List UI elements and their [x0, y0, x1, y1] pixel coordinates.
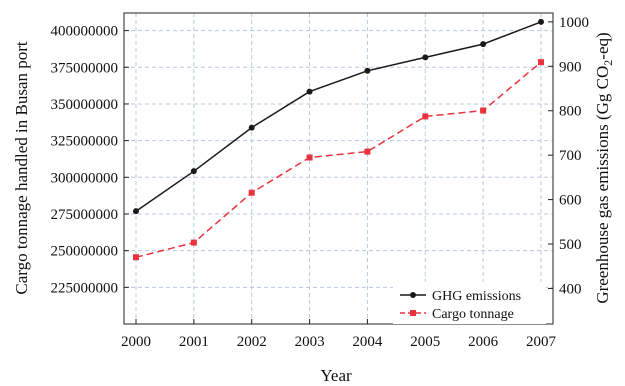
y-left-tick-label: 225000000 — [51, 280, 119, 296]
x-axis-title: Year — [320, 366, 352, 385]
data-point-cargo-tonnage — [306, 154, 313, 161]
data-point-ghg-emissions — [306, 88, 313, 95]
x-tick-label: 2002 — [237, 334, 267, 350]
y-left-tick-label: 300000000 — [51, 170, 119, 186]
x-tick-label: 2005 — [410, 334, 440, 350]
legend-swatch-ghg-marker — [410, 292, 416, 298]
y-right-tick-label: 500 — [559, 237, 582, 253]
y-left-tick-label: 275000000 — [51, 207, 119, 223]
data-point-ghg-emissions — [190, 168, 197, 175]
data-point-cargo-tonnage — [364, 148, 371, 155]
y-left-tick-label: 350000000 — [51, 97, 119, 113]
data-point-ghg-emissions — [364, 67, 371, 74]
x-tick-label: 2003 — [295, 334, 325, 350]
y-right-tick-label: 800 — [559, 104, 582, 120]
data-point-ghg-emissions — [538, 18, 544, 25]
legend-label-ghg: GHG emissions — [432, 289, 521, 304]
y-right-tick-label: 1000 — [559, 15, 589, 31]
data-point-cargo-tonnage — [190, 239, 197, 246]
data-point-cargo-tonnage — [422, 113, 429, 120]
y-right-tick-label: 600 — [559, 193, 582, 209]
legend-label-cargo: Cargo tonnage — [432, 307, 514, 322]
data-point-cargo-tonnage — [538, 59, 544, 66]
data-point-ghg-emissions — [248, 124, 255, 131]
data-point-ghg-emissions — [480, 41, 487, 48]
y-left-tick-label: 400000000 — [51, 24, 119, 40]
data-point-cargo-tonnage — [480, 107, 487, 114]
y-axis-right-title-end: -eq) — [593, 32, 612, 59]
y-axis-right-title-main: Greenhouse gas emissions (Gg CO — [593, 66, 612, 304]
data-point-ghg-emissions — [133, 208, 139, 215]
y-left-tick-label: 250000000 — [51, 244, 119, 260]
data-point-ghg-emissions — [422, 54, 429, 61]
y-axis-left-title: Cargo tonnage handled in Busan port — [12, 41, 31, 295]
x-tick-label: 2001 — [179, 334, 209, 350]
data-point-cargo-tonnage — [248, 189, 255, 196]
x-tick-label: 2007 — [526, 334, 557, 350]
legend: GHG emissions Cargo tonnage — [393, 282, 546, 324]
y-right-tick-label: 700 — [559, 148, 582, 164]
series-line-ghg-emissions — [135, 21, 542, 212]
legend-swatch-cargo-marker — [410, 310, 416, 316]
series-line-cargo-tonnage — [135, 61, 542, 259]
y-axis-right-title: Greenhouse gas emissions (Gg CO2-eq) — [593, 32, 615, 303]
y-right-tick-label: 900 — [559, 59, 582, 75]
x-tick-label: 2000 — [121, 334, 151, 350]
y-axis-right-title-subscript: 2 — [601, 60, 615, 66]
plot-series — [133, 18, 544, 261]
y-left-tick-label: 375000000 — [51, 60, 119, 76]
x-tick-label: 2006 — [468, 334, 499, 350]
plot-frame — [123, 12, 554, 325]
grid — [124, 13, 553, 324]
y-right-tick-label: 400 — [559, 281, 582, 297]
x-tick-label: 2004 — [352, 334, 383, 350]
data-point-cargo-tonnage — [133, 254, 139, 261]
axis-ticks: 2000 2001 2002 2003 2004 2005 2006 2007 22500000… — [51, 15, 590, 350]
legend-box — [393, 282, 546, 324]
y-left-tick-label: 325000000 — [51, 134, 119, 150]
